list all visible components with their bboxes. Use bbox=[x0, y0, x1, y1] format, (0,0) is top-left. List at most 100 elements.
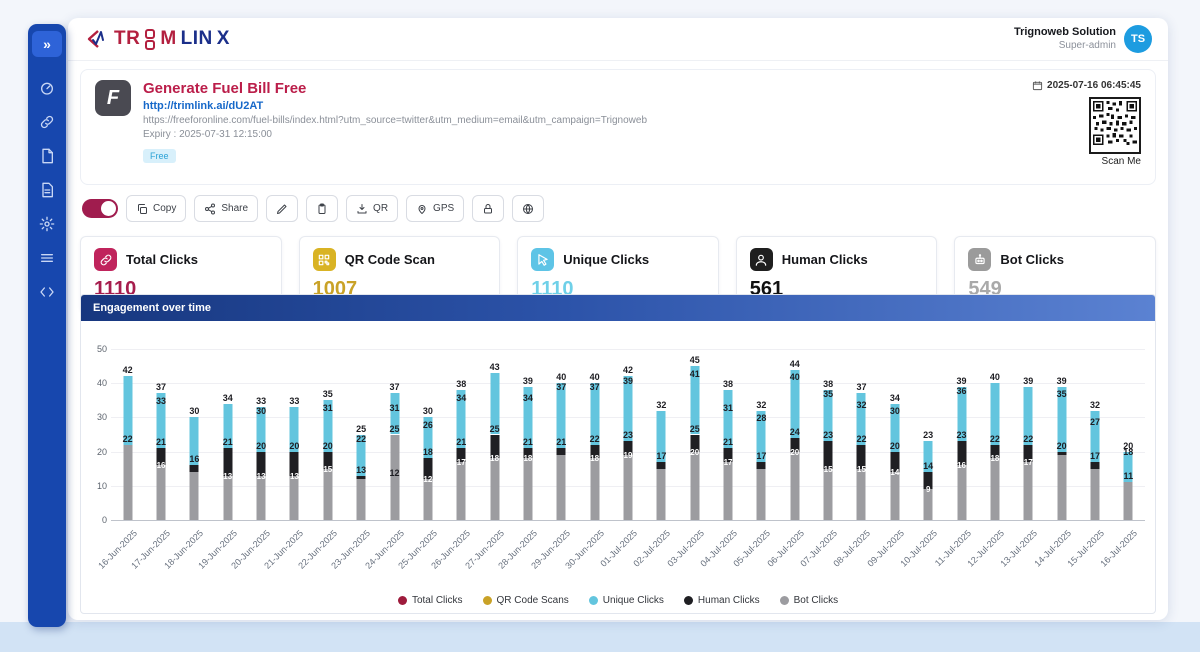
bar-segment bbox=[289, 475, 299, 520]
cursor-icon bbox=[531, 248, 555, 271]
bar-segment bbox=[1023, 444, 1033, 462]
bar-value-label: 42 bbox=[622, 365, 634, 376]
bar-segment bbox=[123, 444, 133, 520]
bar-segment bbox=[823, 390, 833, 442]
sidebar-item-dashboard[interactable] bbox=[32, 76, 62, 100]
sidebar-item-settings[interactable] bbox=[32, 212, 62, 236]
logo-mark-icon bbox=[87, 30, 104, 48]
legend-item-qr-code-scans[interactable]: QR Code Scans bbox=[482, 595, 569, 606]
bar-value-label: 25 bbox=[389, 423, 400, 434]
user-menu[interactable]: Trignoweb Solution Super-admin TS bbox=[1014, 25, 1152, 53]
bar-value-label: 12 bbox=[389, 467, 400, 478]
bar-value-label: 18 bbox=[523, 454, 533, 464]
calendar-icon bbox=[1032, 81, 1043, 91]
link-icon bbox=[94, 248, 117, 271]
sidebar-item-pages[interactable] bbox=[32, 144, 62, 168]
legend-label: Bot Clicks bbox=[793, 595, 839, 606]
bar-segment bbox=[323, 400, 333, 452]
globe-icon bbox=[523, 203, 534, 214]
legend-label: QR Code Scans bbox=[496, 595, 569, 606]
copy-button[interactable]: Copy bbox=[126, 195, 187, 222]
qr-caption: Scan Me bbox=[1101, 156, 1141, 167]
bar-segment bbox=[456, 461, 466, 520]
bar-value-label: 38 bbox=[823, 379, 834, 390]
bar-value-label: 35 bbox=[1056, 389, 1067, 400]
bar-value-label: 20 bbox=[1123, 440, 1134, 451]
edit-button[interactable] bbox=[266, 195, 299, 222]
bar-value-label: 19 bbox=[623, 451, 633, 461]
bar-value-label: 28 bbox=[756, 413, 767, 424]
bar-segment bbox=[223, 475, 233, 520]
legend-item-bot-clicks[interactable]: Bot Clicks bbox=[779, 595, 839, 606]
legend-label: Human Clicks bbox=[697, 595, 760, 606]
bar-segment bbox=[990, 458, 1000, 520]
gridline bbox=[111, 349, 1145, 350]
bar-segment bbox=[523, 448, 533, 459]
bar-segment bbox=[590, 458, 600, 520]
legend-item-unique-clicks[interactable]: Unique Clicks bbox=[588, 595, 664, 606]
user-name: Trignoweb Solution bbox=[1013, 25, 1116, 38]
legend-item-human-clicks[interactable]: Human Clicks bbox=[683, 595, 760, 606]
share-button[interactable]: Share bbox=[194, 195, 259, 222]
bar-value-label: 21 bbox=[556, 437, 567, 448]
report-button[interactable] bbox=[306, 195, 339, 222]
bar-value-label: 18 bbox=[990, 454, 1000, 464]
download-icon bbox=[357, 203, 367, 213]
bar-segment bbox=[456, 448, 466, 462]
bar-segment bbox=[1057, 451, 1067, 455]
bar-segment bbox=[856, 444, 866, 469]
reports-icon bbox=[42, 182, 53, 198]
bar-segment bbox=[823, 441, 833, 469]
bar-value-label: 40 bbox=[789, 372, 800, 383]
bar-value-label: 37 bbox=[856, 382, 867, 393]
bar-segment bbox=[323, 451, 333, 469]
sidebar-expand-button[interactable]: » bbox=[32, 31, 62, 57]
bar-value-label: 21 bbox=[723, 437, 734, 448]
legend-dot bbox=[588, 596, 598, 605]
bar-value-label: 22 bbox=[856, 433, 867, 444]
bar-value-label: 9 bbox=[925, 485, 931, 495]
bar-value-label: 39 bbox=[956, 375, 967, 386]
pencil-icon bbox=[277, 204, 287, 214]
sidebar-item-reports[interactable] bbox=[32, 178, 62, 202]
sidebar-item-links[interactable] bbox=[32, 110, 62, 134]
short-url-link[interactable]: http://trimlink.ai/dU2AT bbox=[143, 100, 264, 112]
bar-value-label: 16 bbox=[957, 461, 966, 471]
bar-value-label: 40 bbox=[556, 372, 567, 383]
bar-value-label: 37 bbox=[589, 382, 600, 393]
bar-segment bbox=[356, 478, 366, 520]
dashboard-icon bbox=[41, 82, 53, 95]
link-status-toggle[interactable] bbox=[82, 199, 118, 218]
bar-value-label: 34 bbox=[889, 392, 900, 403]
download-qr-button[interactable]: QR bbox=[346, 195, 399, 222]
clipboard-icon bbox=[318, 203, 326, 214]
page-background-strip bbox=[0, 622, 1200, 652]
bar-value-label: 38 bbox=[456, 379, 467, 390]
stat-label: Bot Clicks bbox=[1000, 252, 1064, 267]
bar-segment bbox=[289, 451, 299, 476]
bar-value-label: 22 bbox=[1023, 433, 1034, 444]
bar-segment bbox=[189, 472, 199, 520]
y-tick-label: 0 bbox=[101, 515, 107, 525]
bar-value-label: 21 bbox=[222, 437, 233, 448]
bar-value-label: 16 bbox=[156, 461, 166, 471]
avatar[interactable]: TS bbox=[1124, 25, 1152, 53]
domain-button[interactable] bbox=[512, 195, 545, 222]
sidebar-item-menu[interactable] bbox=[32, 246, 62, 270]
legend-item-total-clicks[interactable]: Total Clicks bbox=[397, 595, 463, 606]
brand-text-navy2: X bbox=[216, 28, 230, 49]
bar-value-label: 38 bbox=[723, 379, 734, 390]
bar-value-label: 23 bbox=[923, 430, 934, 441]
bar-segment bbox=[890, 451, 900, 473]
pages-icon bbox=[42, 148, 53, 164]
sidebar-item-developer[interactable] bbox=[32, 280, 62, 304]
lock-button[interactable] bbox=[472, 195, 505, 222]
brand-logo[interactable]: TR M LIN X bbox=[84, 28, 230, 50]
link-title: Generate Fuel Bill Free bbox=[143, 80, 307, 97]
gps-button[interactable]: GPS bbox=[406, 195, 465, 222]
user-role: Super-admin bbox=[1058, 39, 1116, 51]
chart-plot-area: 0 10 20 30 40 50 42 22 16-Jun-2025 37 33 21 16 17-Jun… bbox=[96, 341, 1145, 571]
bar-value-label: 45 bbox=[689, 355, 700, 366]
bar-value-label: 35 bbox=[823, 389, 834, 400]
bar-segment bbox=[790, 437, 800, 452]
